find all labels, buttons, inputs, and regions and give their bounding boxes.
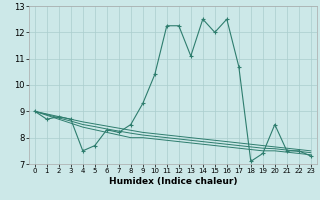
X-axis label: Humidex (Indice chaleur): Humidex (Indice chaleur) xyxy=(108,177,237,186)
